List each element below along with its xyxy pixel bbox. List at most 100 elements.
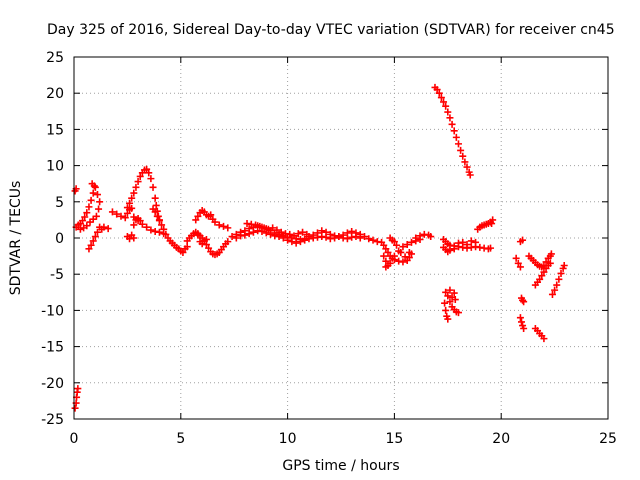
data-point	[87, 241, 95, 249]
data-point	[153, 212, 161, 220]
data-point	[448, 120, 456, 128]
data-point	[136, 172, 144, 180]
series-noon-band-b	[232, 227, 364, 247]
data-point	[224, 224, 232, 232]
data-point	[457, 146, 465, 154]
data-point	[463, 241, 471, 249]
data-point	[149, 183, 157, 191]
data-point	[241, 231, 249, 239]
data-point	[450, 289, 458, 297]
data-point	[93, 191, 101, 199]
data-point	[388, 236, 396, 244]
data-point	[520, 298, 528, 306]
data-point	[267, 230, 275, 238]
data-point	[275, 233, 283, 241]
data-point	[134, 217, 142, 225]
data-point	[555, 275, 563, 283]
data-point	[536, 275, 544, 283]
data-point	[519, 236, 527, 244]
data-point	[365, 235, 373, 243]
data-point	[85, 245, 93, 253]
data-point	[405, 248, 413, 256]
data-point	[380, 252, 388, 260]
data-point	[331, 234, 339, 242]
y-axis-ticks: -25 -20 -15 -10 -5 0 5 10 15 20 25	[41, 50, 608, 428]
data-point	[252, 221, 260, 229]
data-point	[126, 199, 134, 207]
data-point	[134, 178, 142, 186]
data-point	[108, 208, 116, 216]
data-point	[83, 222, 91, 230]
data-point	[92, 212, 100, 220]
data-point	[151, 194, 159, 202]
x-tick-label: 25	[599, 431, 617, 447]
y-tick-label: -25	[41, 412, 64, 428]
data-point	[393, 241, 401, 249]
data-point	[442, 102, 450, 110]
data-point	[450, 127, 458, 135]
y-tick-label: -20	[41, 376, 64, 392]
series-dawn-dip	[85, 223, 108, 253]
data-point	[538, 272, 546, 280]
data-point	[205, 244, 213, 252]
data-point	[292, 239, 300, 247]
data-point	[427, 233, 435, 241]
data-point	[290, 232, 298, 240]
data-point	[446, 286, 454, 294]
data-point	[145, 169, 153, 177]
data-point	[152, 201, 160, 209]
y-tick-label: -5	[50, 267, 64, 283]
data-point	[488, 220, 496, 228]
series-noon-band-c	[243, 220, 311, 240]
series-night-c	[531, 259, 554, 289]
data-point	[89, 237, 97, 245]
data-point	[130, 189, 138, 197]
data-point	[228, 233, 236, 241]
data-point	[512, 254, 520, 262]
data-point	[296, 238, 304, 246]
data-point	[433, 86, 441, 94]
data-point	[132, 183, 140, 191]
data-point	[452, 133, 460, 141]
data-point	[79, 217, 87, 225]
series-dawn-rise	[72, 180, 104, 233]
data-point	[384, 248, 392, 256]
data-point	[194, 231, 202, 239]
chart-title: Day 325 of 2016, Sidereal Day-to-day VTE…	[47, 22, 615, 38]
data-point	[451, 296, 459, 304]
data-point	[557, 269, 565, 277]
data-point	[519, 296, 527, 304]
data-point	[85, 203, 93, 211]
data-point	[459, 152, 467, 160]
data-point	[343, 235, 351, 243]
data-point	[113, 210, 121, 218]
data-point	[130, 213, 138, 221]
data-point	[87, 196, 95, 204]
data-point	[264, 225, 272, 233]
data-point	[516, 263, 524, 271]
data-point	[245, 230, 253, 238]
data-point	[76, 225, 84, 233]
data-point	[100, 223, 108, 231]
data-point	[517, 318, 525, 326]
data-point	[514, 259, 522, 267]
x-tick-label: 0	[70, 431, 79, 447]
y-tick-label: 10	[46, 159, 64, 175]
series-late-drop	[441, 286, 462, 323]
data-point	[155, 217, 163, 225]
data-point	[446, 298, 454, 306]
data-point	[299, 228, 307, 236]
data-point	[260, 224, 268, 232]
data-point	[442, 306, 450, 314]
data-point	[454, 140, 462, 148]
data-point	[487, 244, 495, 252]
data-point	[390, 252, 398, 260]
data-point	[412, 234, 420, 242]
data-point	[284, 236, 292, 244]
data-point	[459, 238, 467, 246]
data-point	[130, 234, 138, 242]
data-point	[301, 236, 309, 244]
data-point	[454, 309, 462, 317]
data-point	[151, 208, 159, 216]
